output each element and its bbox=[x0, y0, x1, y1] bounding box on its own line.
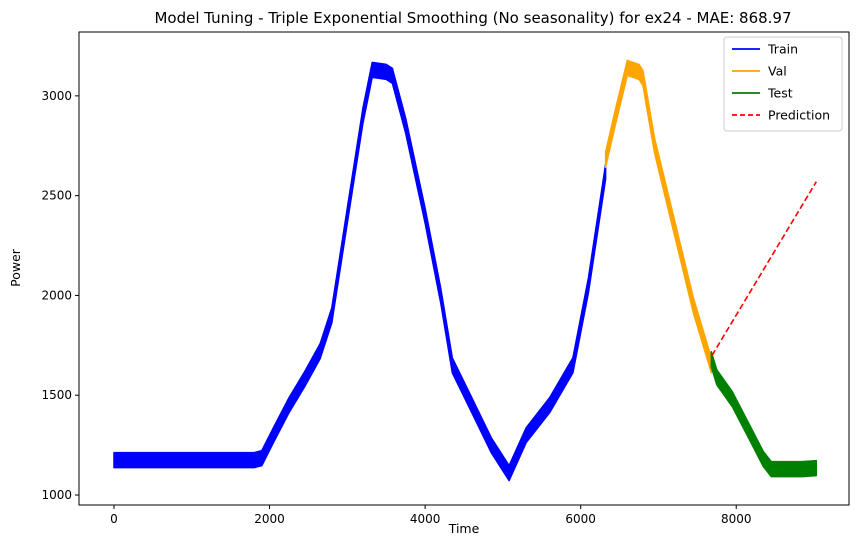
x-tick-label: 8000 bbox=[721, 512, 752, 526]
y-tick-label: 2500 bbox=[41, 189, 72, 203]
y-axis-label: Power bbox=[8, 248, 23, 287]
x-tick-label: 4000 bbox=[410, 512, 441, 526]
y-tick-label: 1000 bbox=[41, 488, 72, 502]
series-train-line bbox=[114, 69, 607, 475]
y-axis: 1000 1500 2000 2500 3000 bbox=[41, 89, 79, 502]
series-prediction-line bbox=[711, 181, 817, 356]
legend-label-prediction: Prediction bbox=[768, 108, 830, 123]
series-train-band bbox=[113, 61, 607, 482]
legend-box bbox=[723, 36, 843, 132]
plot-frame bbox=[78, 31, 850, 506]
x-axis: 0 2000 4000 6000 8000 bbox=[110, 505, 751, 526]
chart-title: Model Tuning - Triple Exponential Smooth… bbox=[154, 9, 791, 27]
y-tick-label: 3000 bbox=[41, 89, 72, 103]
legend: Train Val Test Prediction bbox=[723, 36, 843, 132]
plot-area bbox=[113, 59, 818, 482]
series-val-band bbox=[604, 59, 713, 374]
y-tick-label: 1500 bbox=[41, 388, 72, 402]
x-axis-label: Time bbox=[448, 521, 480, 536]
legend-label-test: Test bbox=[767, 86, 793, 101]
y-tick-label: 2000 bbox=[41, 288, 72, 302]
x-tick-label: 6000 bbox=[565, 512, 596, 526]
series-test-band bbox=[710, 351, 818, 478]
legend-label-train: Train bbox=[767, 42, 798, 57]
x-tick-label: 0 bbox=[110, 512, 118, 526]
legend-label-val: Val bbox=[768, 64, 787, 79]
series-val-line bbox=[605, 67, 712, 366]
series-test-line bbox=[710, 359, 817, 470]
x-tick-label: 2000 bbox=[254, 512, 285, 526]
